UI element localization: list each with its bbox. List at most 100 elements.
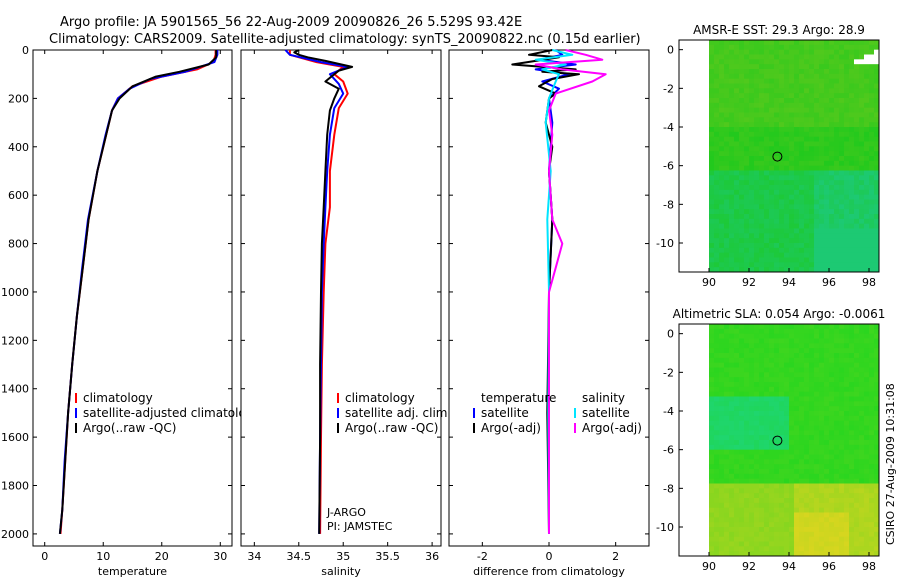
sla_map-cell [759,430,765,436]
sst_map-cell [854,170,860,176]
sst_map-cell [859,146,865,152]
sla_map-cell [804,338,810,344]
sla_map-cell [854,401,860,407]
sla_map-cell [789,411,795,417]
sla_map-cell [824,401,830,407]
sst_map-cell [759,156,765,162]
sst_map-cell [749,122,755,128]
sst_map-cell [729,151,735,157]
sst_map-cell [814,136,820,142]
sla_map-cell [824,382,830,388]
sla_map-cell [759,406,765,412]
sst_map-cell [774,102,780,109]
sst_map-cell [749,102,755,109]
sla_map-cell [714,420,720,426]
sla_map-cell [794,531,800,538]
sst_map-cell [789,136,795,142]
sst_map-cell [869,209,875,215]
sla_map-cell [784,502,790,509]
sst_map-cell [749,93,755,99]
sst_map-cell [764,189,770,196]
sst_map-cell [724,112,730,118]
sst_map-cell [849,233,855,239]
sst_map-cell [829,141,835,147]
sla_map-cell [814,333,820,339]
sla_map-cell [819,478,825,484]
sst_map-cell [819,73,825,80]
sst_map-cell [784,54,790,60]
sla_map-cell [774,353,780,359]
sla_map-cell [714,551,720,557]
sla_map-cell [764,333,770,339]
sst_map-cell [864,170,870,176]
sst_map-cell [794,64,800,70]
sst_map-cell [809,175,815,181]
sst_map-cell [754,228,760,234]
sst_map-cell [769,98,775,104]
sst_map-cell [869,214,875,220]
sst_map-cell [834,252,840,258]
sst_map-cell [844,44,850,51]
sla_map-cell [764,338,770,344]
sst_map-cell [859,59,865,65]
sst_map-cell [809,180,815,186]
sst_map-cell [839,238,845,244]
sla_map-cell [724,440,730,446]
sst_map-cell [759,127,765,133]
sla_map-cell [859,411,865,417]
sla_map-cell [729,357,735,364]
sla_map-cell [854,473,860,480]
sla_map-cell [819,483,825,489]
sst_map-cell [814,252,820,258]
temperature-xtick-label: 20 [155,550,169,563]
sst_map-cell [759,64,765,70]
sst_map-cell [874,214,880,220]
sla_map-cell [749,551,755,557]
sst_map-cell [749,204,755,210]
sst_map-cell [729,214,735,220]
sla_map-cell [714,406,720,412]
sla_map-cell [759,546,765,552]
sst_map-cell [714,228,720,234]
sst_map-cell [869,83,875,89]
sla_map-cell [809,343,815,349]
sst_map-cell [844,247,850,254]
sla_map-cell [754,377,760,383]
sst_map-cell [709,141,715,147]
sla_map-cell [799,328,805,335]
sla_map-cell [844,449,850,455]
sst_map-cell [864,69,870,75]
sst_map-cell [714,252,720,258]
sla_map-cell [724,362,730,368]
sla_map-cell [739,338,745,344]
sla_map-cell [724,498,730,504]
sst_map-cell [749,98,755,104]
sla_map-cell [764,551,770,557]
sst_map-cell [834,69,840,75]
sst_map-cell [759,160,765,167]
sla_map-cell [874,333,880,339]
sst_map-cell [779,122,785,128]
sla_map-cell [779,362,785,368]
sla_map-cell [729,473,735,480]
sst_map-cell [774,267,780,273]
sla_map-cell [739,498,745,504]
sst_map-cell [874,243,880,249]
sla_map-cell [724,488,730,494]
sst_map-cell [759,117,765,123]
sla_map-cell [759,338,765,344]
sst_map-cell [779,146,785,152]
sla_map-cell [874,362,880,368]
sla_map-cell [719,386,725,393]
sst_map-cell [814,54,820,60]
sla_map-cell [859,464,865,470]
sst_map-cell [739,238,745,244]
sst_map-cell [789,73,795,80]
sla_map-cell [774,348,780,354]
sla_map-cell [854,411,860,417]
sst_map-cell [794,136,800,142]
sla_map-cell [734,493,740,499]
sst_map-cell [754,83,760,89]
sla_map-cell [719,464,725,470]
sst_map-cell [719,189,725,196]
